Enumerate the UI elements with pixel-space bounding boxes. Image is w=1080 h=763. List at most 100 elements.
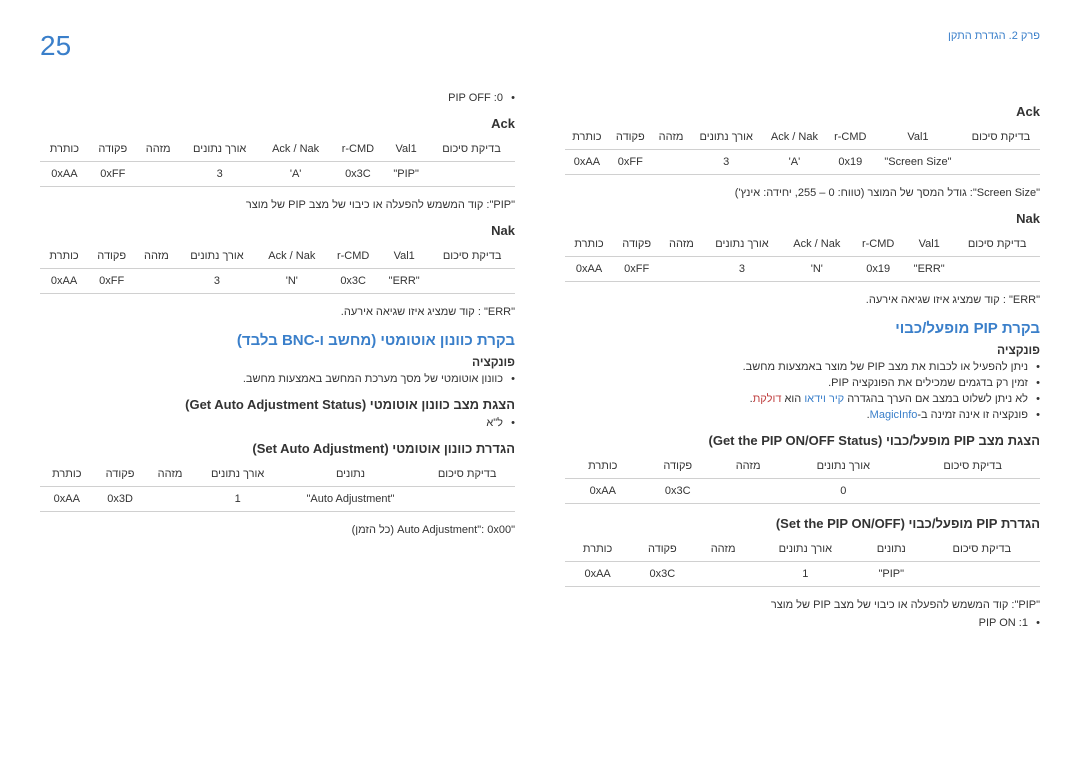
table-header: r-CMD bbox=[827, 125, 874, 150]
table-cell: 0x3C bbox=[332, 162, 385, 187]
table-cell: "ERR" bbox=[904, 257, 954, 282]
set-auto-table: כותרת פקודה מזהה אורך נתונים נתונים בדיק… bbox=[40, 462, 515, 512]
table-cell: 0xAA bbox=[40, 162, 89, 187]
table-cell: 'A' bbox=[260, 162, 332, 187]
table-cell: 3 bbox=[703, 257, 782, 282]
table-cell: 0xFF bbox=[609, 150, 652, 175]
nak-heading: Nak bbox=[565, 211, 1040, 226]
table-header: פקודה bbox=[613, 232, 660, 257]
get-auto-heading: הצגת מצב כוונון אוטומטי (Get Auto Adjust… bbox=[40, 397, 515, 412]
table-header: r-CMD bbox=[332, 137, 385, 162]
table-header: בדיקת סיכום bbox=[924, 537, 1040, 562]
table-cell: "ERR" bbox=[379, 269, 429, 294]
table-header: Val1 bbox=[874, 125, 962, 150]
err-note: "ERR" : קוד שמציג איזו שגיאה אירעה. bbox=[40, 306, 515, 318]
table-header: מזהה bbox=[652, 125, 690, 150]
table-header: בדיקת סיכום bbox=[905, 454, 1040, 479]
nak-table: כותרת פקודה מזהה אורך נתונים Ack / Nak r… bbox=[40, 244, 515, 294]
table-header: כותרת bbox=[565, 537, 630, 562]
list-item: כוונון אוטומטי של מסך מערכת המחשב באמצעו… bbox=[40, 373, 515, 385]
table-header: r-CMD bbox=[327, 244, 379, 269]
table-header: פקודה bbox=[94, 462, 147, 487]
table-cell bbox=[660, 257, 702, 282]
table-header: Val1 bbox=[384, 137, 428, 162]
list-item: זמין רק בדגמים שמכילים את הפונקציה PIP. bbox=[565, 377, 1040, 389]
table-header: מזהה bbox=[694, 537, 751, 562]
page-header: פרק 2. הגדרת התקן 25 bbox=[40, 30, 1040, 62]
table-cell bbox=[962, 150, 1040, 175]
table-header: r-CMD bbox=[852, 232, 904, 257]
table-header: אורך נתונים bbox=[690, 125, 762, 150]
ack-heading: Ack bbox=[40, 116, 515, 131]
list-item: לא ניתן לשלוט במצב אם הערך בהגדרה קיר וי… bbox=[565, 393, 1040, 405]
get-status-heading: הצגת מצב PIP מופעל/כבוי (Get the PIP ON/… bbox=[565, 433, 1040, 448]
table-cell: 3 bbox=[178, 269, 257, 294]
table-cell: 1 bbox=[194, 487, 282, 512]
table-cell: 0x3C bbox=[327, 269, 379, 294]
table-header: בדיקת סיכום bbox=[429, 244, 515, 269]
table-cell bbox=[924, 562, 1040, 587]
table-header: מזהה bbox=[137, 137, 180, 162]
table-header: כותרת bbox=[40, 244, 88, 269]
get-status-table: כותרת פקודה מזהה אורך נתונים בדיקת סיכום… bbox=[565, 454, 1040, 504]
table-cell: 'N' bbox=[256, 269, 327, 294]
table-cell: 0xAA bbox=[565, 479, 641, 504]
left-column: 0: PIP OFF Ack כותרת פקודה מזהה אורך נתו… bbox=[40, 92, 515, 633]
table-header: בדיקת סיכום bbox=[419, 462, 515, 487]
table-header: אורך נתונים bbox=[178, 244, 257, 269]
screen-size-note: "Screen Size": גודל המסך של המוצר (טווח:… bbox=[565, 187, 1040, 199]
table-cell bbox=[954, 257, 1040, 282]
list-item: ל"א bbox=[40, 417, 515, 429]
table-cell bbox=[419, 487, 515, 512]
nak-heading: Nak bbox=[40, 223, 515, 238]
table-header: בדיקת סיכום bbox=[962, 125, 1040, 150]
table-header: Val1 bbox=[904, 232, 954, 257]
func-list: ניתן להפעיל או לכבות את מצב PIP של מוצר … bbox=[565, 361, 1040, 421]
table-header: כותרת bbox=[565, 232, 613, 257]
table-header: אורך נתונים bbox=[703, 232, 782, 257]
set-auto-heading: הגדרת כוונון אוטומטי (Set Auto Adjustmen… bbox=[40, 441, 515, 456]
table-cell bbox=[905, 479, 1040, 504]
table-cell: "Auto Adjustment" bbox=[282, 487, 420, 512]
highlight: MagicInfo bbox=[870, 409, 918, 421]
table-header: פקודה bbox=[88, 244, 135, 269]
table-header: אורך נתונים bbox=[180, 137, 260, 162]
table-cell bbox=[652, 150, 690, 175]
list-item: פונקציה זו אינה זמינה ב-MagicInfo. bbox=[565, 409, 1040, 421]
page-number: 25 bbox=[40, 30, 71, 62]
table-cell: "PIP" bbox=[384, 162, 428, 187]
table-cell: 0xFF bbox=[613, 257, 660, 282]
table-cell: 0x19 bbox=[827, 150, 874, 175]
auto-section-title: בקרת כוונון אוטומטי (מחשב ו-BNC בלבד) bbox=[40, 332, 515, 349]
chapter-label: פרק 2. הגדרת התקן bbox=[948, 30, 1040, 42]
func-label: פונקציה bbox=[565, 343, 1040, 357]
pip-note: "PIP": קוד המשמש להפעלה או כיבוי של מצב … bbox=[40, 199, 515, 211]
table-header: כותרת bbox=[565, 454, 641, 479]
highlight: דולקת bbox=[753, 393, 782, 405]
table-cell: 0xAA bbox=[565, 562, 630, 587]
table-cell: 0 bbox=[781, 479, 905, 504]
table-header: בדיקת סיכום bbox=[428, 137, 515, 162]
table-header: Ack / Nak bbox=[781, 232, 852, 257]
table-header: פקודה bbox=[609, 125, 652, 150]
table-cell bbox=[146, 487, 193, 512]
auto-adj-note: "Auto Adjustment": 0x00 (כל הזמן) bbox=[40, 524, 515, 536]
nak-table: כותרת פקודה מזהה אורך נתונים Ack / Nak r… bbox=[565, 232, 1040, 282]
table-header: Ack / Nak bbox=[256, 244, 327, 269]
table-header: אורך נתונים bbox=[752, 537, 859, 562]
table-cell bbox=[694, 562, 751, 587]
table-header: אורך נתונים bbox=[781, 454, 905, 479]
table-header: אורך נתונים bbox=[194, 462, 282, 487]
table-header: נתונים bbox=[859, 537, 924, 562]
ack-table: כותרת פקודה מזהה אורך נתונים Ack / Nak r… bbox=[565, 125, 1040, 175]
ack-table: כותרת פקודה מזהה אורך נתונים Ack / Nak r… bbox=[40, 137, 515, 187]
set-status-table: כותרת פקודה מזהה אורך נתונים נתונים בדיק… bbox=[565, 537, 1040, 587]
table-header: מזהה bbox=[135, 244, 177, 269]
table-cell: 0xAA bbox=[40, 487, 94, 512]
table-header: מזהה bbox=[146, 462, 193, 487]
ack-heading: Ack bbox=[565, 104, 1040, 119]
list-item: ניתן להפעיל או לכבות את מצב PIP של מוצר … bbox=[565, 361, 1040, 373]
pip-note: "PIP": קוד המשמש להפעלה או כיבוי של מצב … bbox=[565, 599, 1040, 611]
table-header: פקודה bbox=[641, 454, 715, 479]
table-cell: 0xAA bbox=[565, 150, 609, 175]
